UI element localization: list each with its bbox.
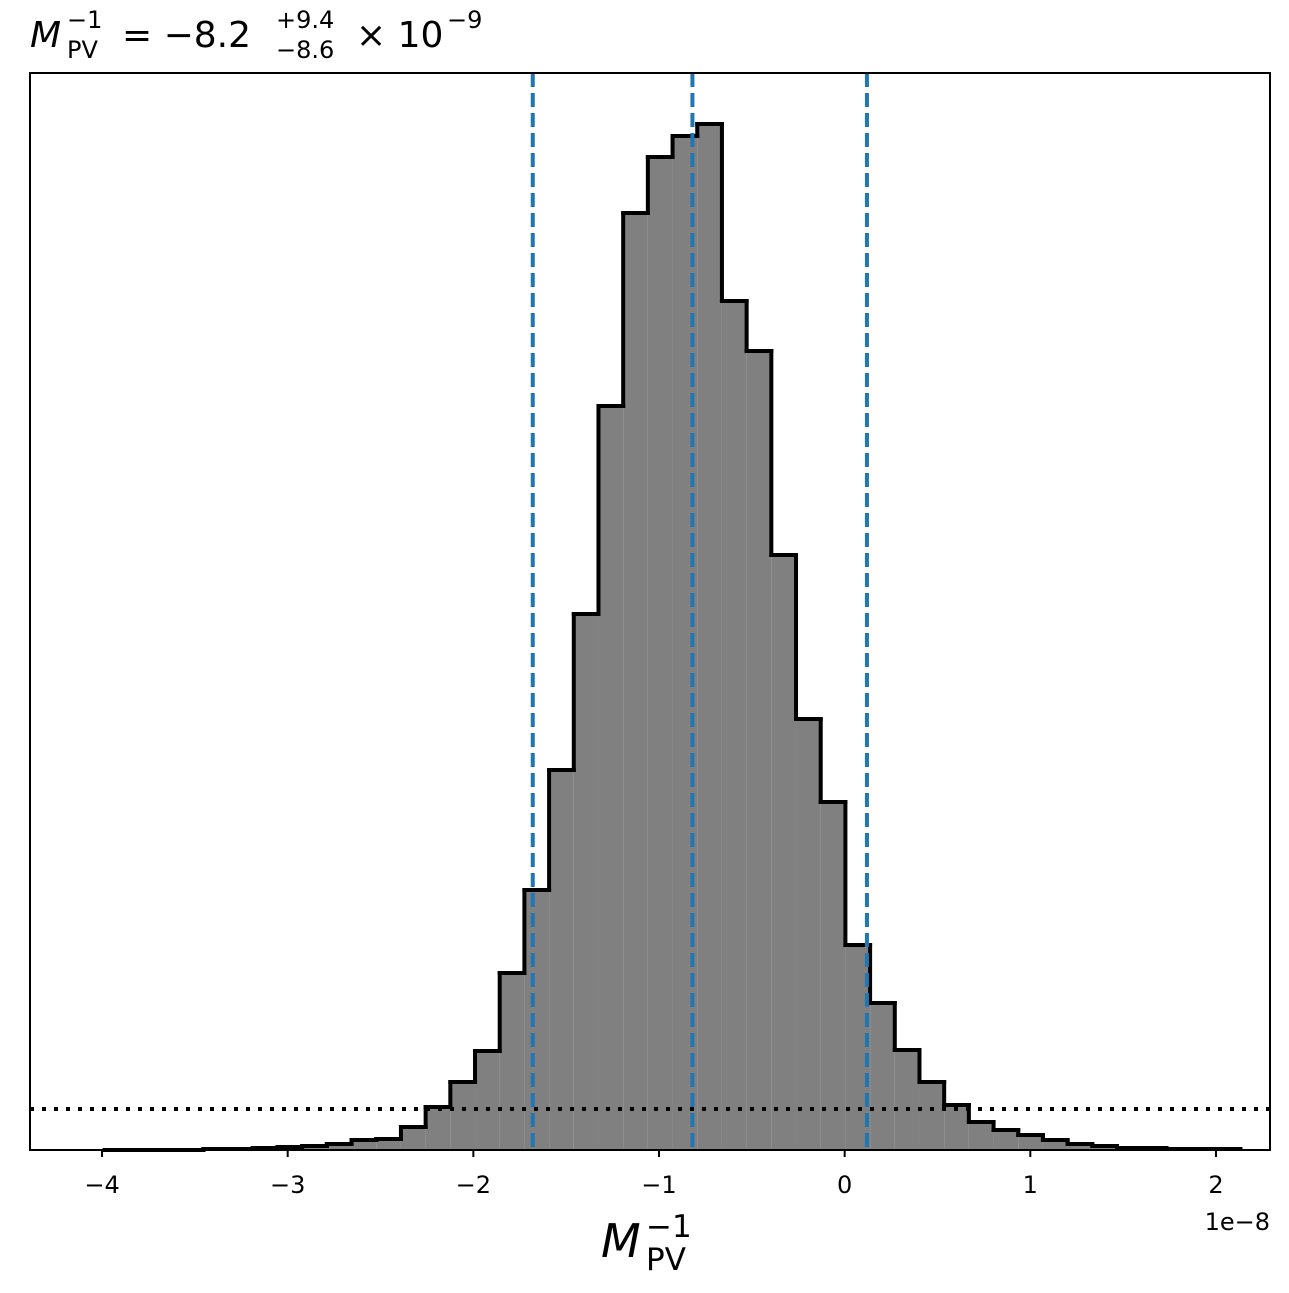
bar <box>573 614 599 1150</box>
bar <box>894 1050 920 1150</box>
bar <box>1042 1140 1068 1150</box>
bar <box>1067 1144 1093 1150</box>
x-tick-label: 1 <box>1023 1171 1038 1199</box>
bar <box>721 301 747 1150</box>
bar <box>524 890 550 1150</box>
title-symbol-sub: PV <box>67 36 98 64</box>
title-lower: −8.6 <box>276 36 334 64</box>
bar <box>870 1003 895 1150</box>
title-exponent: −9 <box>447 6 482 34</box>
x-tick-label: −4 <box>84 1171 119 1199</box>
bar <box>771 555 797 1150</box>
bar <box>376 1139 401 1150</box>
bar <box>475 1051 500 1150</box>
x-label-sub: PV <box>646 1242 686 1278</box>
bar <box>1018 1135 1043 1150</box>
bar <box>968 1122 994 1150</box>
bar <box>746 351 772 1150</box>
bar <box>919 1082 945 1150</box>
bar <box>450 1082 476 1150</box>
plot-frame <box>29 72 1271 1151</box>
bar <box>326 1144 352 1150</box>
bar <box>820 802 846 1150</box>
title-upper: +9.4 <box>276 6 334 34</box>
x-label-sup: −1 <box>646 1209 692 1245</box>
bar <box>425 1107 451 1150</box>
bar <box>697 124 722 1150</box>
x-tick-label: −2 <box>456 1171 491 1199</box>
title-value: = −8.2 <box>122 15 251 56</box>
offset-text: 1e−8 <box>1205 1208 1270 1236</box>
x-label-symbol: M <box>601 1214 641 1268</box>
x-tick-label: −3 <box>270 1171 305 1199</box>
bar <box>549 770 574 1150</box>
bar <box>623 213 648 1150</box>
title-times: × 10 <box>356 15 443 56</box>
title-symbol-sup: −1 <box>67 6 102 34</box>
bar <box>598 406 624 1150</box>
bar <box>400 1127 426 1150</box>
x-tick-label: −1 <box>641 1171 676 1199</box>
bar <box>944 1105 969 1150</box>
x-tick-label: 2 <box>1208 1171 1223 1199</box>
bar <box>993 1130 1019 1150</box>
bar <box>647 157 673 1150</box>
title-symbol: M <box>30 15 61 56</box>
bar <box>499 973 525 1150</box>
bar <box>796 719 821 1150</box>
x-tick-label: 0 <box>837 1171 852 1199</box>
bar <box>351 1140 377 1150</box>
